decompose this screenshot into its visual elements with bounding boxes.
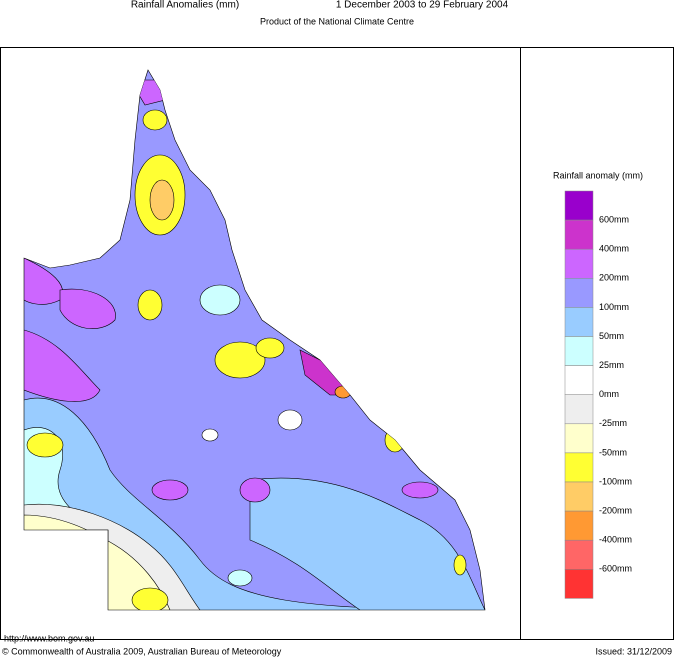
legend-swatch: [564, 423, 594, 454]
map-title: Rainfall Anomalies (mm): [131, 0, 239, 11]
footer-url: http://www.bom.gov.au: [4, 633, 94, 643]
legend-swatch: [564, 394, 594, 425]
legend-swatch: [564, 365, 594, 395]
legend-label: -200mm: [599, 505, 632, 515]
legend-swatch: [564, 278, 594, 308]
legend-swatch: [564, 539, 594, 570]
legend-label: 200mm: [599, 273, 629, 283]
legend-label: 600mm: [599, 214, 629, 224]
legend-swatch: [564, 336, 594, 366]
legend-label: 100mm: [599, 302, 629, 312]
legend-frame: [520, 47, 674, 640]
map-subtitle: Product of the National Climate Centre: [260, 16, 414, 26]
legend-label: -400mm: [599, 535, 632, 545]
map: [23, 69, 486, 611]
legend-label: -600mm: [599, 564, 632, 574]
legend-swatch: [564, 569, 594, 599]
legend-swatch: [564, 190, 594, 221]
legend-swatch: [564, 510, 594, 541]
legend-label: -50mm: [599, 447, 627, 457]
legend-title: Rainfall anomaly (mm): [553, 170, 643, 180]
legend-swatch: [564, 307, 594, 337]
legend-label: 400mm: [599, 244, 629, 254]
map-period: 1 December 2003 to 29 February 2004: [336, 0, 509, 11]
legend-label: -100mm: [599, 476, 632, 486]
legend-label: 50mm: [599, 331, 624, 341]
legend-label: 25mm: [599, 360, 624, 370]
legend-swatch: [564, 219, 594, 250]
legend-label: 0mm: [599, 389, 619, 399]
footer-issued: Issued: 31/12/2009: [595, 646, 672, 656]
legend-label: -25mm: [599, 418, 627, 428]
legend-swatch: [564, 481, 594, 512]
legend-swatch: [564, 248, 594, 279]
legend: 600mm 400mm 200mm 100mm 50mm 25mm 0mm -25mm -50m…: [564, 190, 632, 599]
footer-copyright: © Commonwealth of Australia 2009, Austra…: [2, 646, 282, 656]
legend-swatch: [564, 452, 594, 483]
anomaly-zones: [24, 79, 485, 610]
